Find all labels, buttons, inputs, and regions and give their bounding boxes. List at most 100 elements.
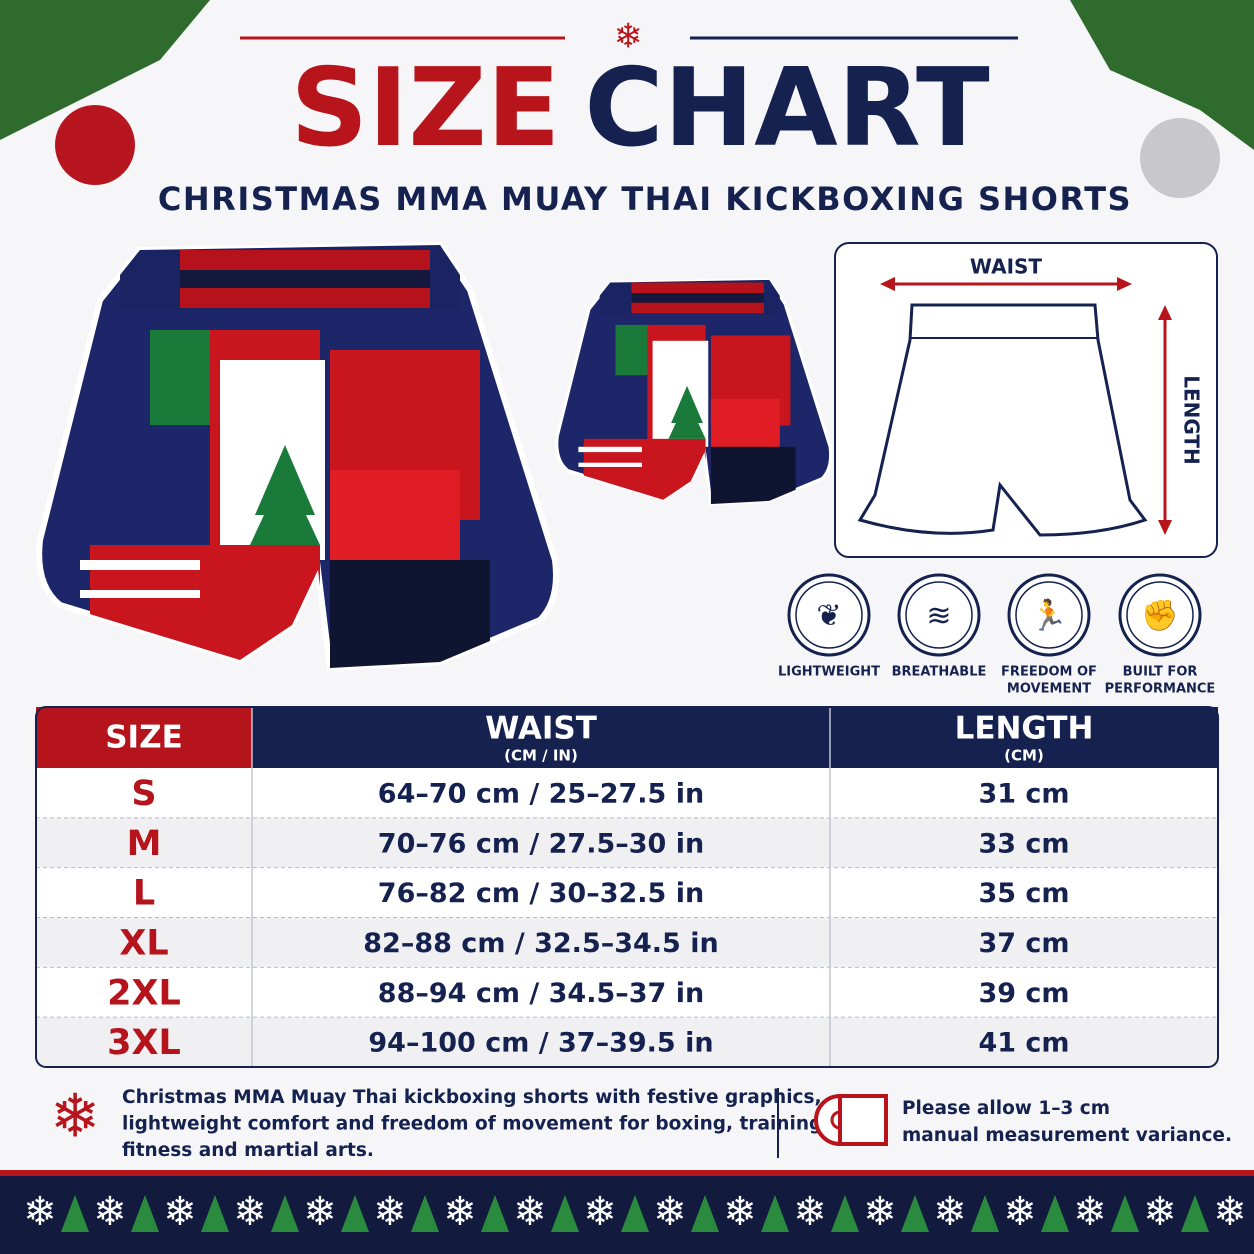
product-image-back <box>557 277 831 505</box>
feature-icon-ring <box>1126 581 1194 649</box>
band-stripe <box>0 1170 1254 1176</box>
column-title: SIZE <box>105 720 183 756</box>
feature-glyph: ✊ <box>1141 599 1178 634</box>
column-unit: (CM / IN) <box>504 747 578 765</box>
arrow-head <box>880 277 895 291</box>
note-line: Please allow 1–3 cm <box>902 1098 1110 1119</box>
title-size: SIZE <box>290 46 560 171</box>
band-pattern: ❄ ❄ ❄ ❄ ❄ ❄ ❄ ❄ ❄ ❄ ❄ ❄ ❄ ❄ ❄ ❄ ❄ ❄ <box>23 1189 1247 1235</box>
feature-icon <box>1007 573 1091 657</box>
table-border <box>35 706 1219 1068</box>
description-line: lightweight comfort and freedom of movem… <box>122 1114 829 1135</box>
band-tree <box>271 1195 299 1232</box>
band-tree <box>901 1195 929 1232</box>
title-chart: CHART <box>584 46 990 171</box>
feature-glyph: ≋ <box>926 599 951 634</box>
feature-icon <box>897 573 981 657</box>
subtitle: CHRISTMAS MMA MUAY THAI KICKBOXING SHORT… <box>158 180 1132 218</box>
table-cell: 41 cm <box>978 1028 1069 1059</box>
table-row <box>37 768 1217 818</box>
column-unit: (CM) <box>1004 747 1044 765</box>
pine-branch <box>1070 0 1254 150</box>
band-tree <box>1181 1195 1209 1232</box>
size-cell: S <box>131 774 156 814</box>
feature-label: BREATHABLE <box>892 665 987 680</box>
note: Please allow 1–3 cm manual measurement va… <box>902 1098 1232 1146</box>
band-tree <box>201 1195 229 1232</box>
feature-label: BUILT FOR <box>1123 665 1198 680</box>
band-tree <box>481 1195 509 1232</box>
band-snowflake: ❄ <box>1213 1189 1247 1235</box>
waist-label: WAIST <box>970 255 1042 279</box>
table-cell: 37 cm <box>978 928 1069 959</box>
table-cell: 33 cm <box>978 828 1069 859</box>
band-snowflake: ❄ <box>233 1189 267 1235</box>
band-snowflake: ❄ <box>93 1189 127 1235</box>
size-cell: 3XL <box>107 1023 181 1063</box>
band-snowflake: ❄ <box>653 1189 687 1235</box>
band-snowflake: ❄ <box>443 1189 477 1235</box>
table-row <box>37 817 1217 868</box>
feature-icon <box>1118 573 1202 657</box>
arrow-head <box>1158 305 1172 320</box>
tape-icon <box>814 1094 888 1146</box>
band-tree <box>621 1195 649 1232</box>
band-snowflake: ❄ <box>303 1189 337 1235</box>
length-label: LENGTH <box>1180 375 1204 465</box>
table-row <box>37 917 1217 968</box>
feature-glyph: ❦ <box>816 599 841 634</box>
table-row <box>37 967 1217 1018</box>
band-tree <box>691 1195 719 1232</box>
feature-label: LIGHTWEIGHT <box>778 665 880 680</box>
feature-label: FREEDOM OF <box>1001 665 1097 680</box>
snowflake-icon: ❄ <box>614 17 643 57</box>
features: ❦ LIGHTWEIGHT ≋ BREATHABLE 🏃 FREEDOM OF MOVEME… <box>778 573 1215 697</box>
size-cell: XL <box>119 923 168 963</box>
arrow-head <box>1158 520 1172 535</box>
size-table: SIZE WAIST(CM / IN) LENGTH(CM) S 64–70 cm / … <box>35 706 1219 1068</box>
table-cell: 94–100 cm / 37–39.5 in <box>368 1028 713 1059</box>
band-tree <box>411 1195 439 1232</box>
band-snowflake: ❄ <box>793 1189 827 1235</box>
pine-branch <box>0 0 210 140</box>
description-line: fitness and martial arts. <box>122 1140 374 1161</box>
ornament <box>1140 118 1220 198</box>
column-title: LENGTH <box>955 711 1094 747</box>
size-cell: L <box>133 874 155 914</box>
band-snowflake: ❄ <box>1143 1189 1177 1235</box>
band-snowflake: ❄ <box>373 1189 407 1235</box>
band-snowflake: ❄ <box>513 1189 547 1235</box>
band-tree <box>1111 1195 1139 1232</box>
snowflake-icon: ❄ <box>50 1082 100 1152</box>
table-row <box>37 1017 1217 1067</box>
band-tree <box>551 1195 579 1232</box>
description: Christmas MMA Muay Thai kickboxing short… <box>122 1087 829 1161</box>
band-tree <box>971 1195 999 1232</box>
header-cell <box>252 707 1218 768</box>
band-snowflake: ❄ <box>23 1189 57 1235</box>
feature-label: MOVEMENT <box>1007 682 1091 697</box>
header-cell <box>36 707 252 768</box>
band-tree <box>61 1195 89 1232</box>
band-tree <box>131 1195 159 1232</box>
feature-icon-ring <box>905 581 973 649</box>
band-snowflake: ❄ <box>1003 1189 1037 1235</box>
title: SIZE CHART <box>290 46 990 171</box>
band-snowflake: ❄ <box>863 1189 897 1235</box>
band-snowflake: ❄ <box>723 1189 757 1235</box>
band-snowflake: ❄ <box>583 1189 617 1235</box>
table-cell: 31 cm <box>978 778 1069 809</box>
table-cell: 76–82 cm / 30–32.5 in <box>378 878 704 909</box>
band-tree <box>341 1195 369 1232</box>
product-image-front <box>39 240 556 670</box>
table-cell: 35 cm <box>978 878 1069 909</box>
table-row <box>37 867 1217 918</box>
arrow-head <box>1117 277 1132 291</box>
size-cell: M <box>127 824 162 864</box>
column-title: WAIST <box>485 711 597 747</box>
table-cell: 88–94 cm / 34.5–37 in <box>378 978 704 1009</box>
table-cell: 39 cm <box>978 978 1069 1009</box>
band-tree <box>831 1195 859 1232</box>
